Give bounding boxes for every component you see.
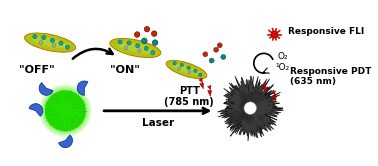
Circle shape <box>251 91 263 103</box>
Circle shape <box>194 69 197 73</box>
Circle shape <box>144 26 150 32</box>
Circle shape <box>180 63 183 67</box>
Circle shape <box>59 41 63 45</box>
Circle shape <box>209 58 214 63</box>
Circle shape <box>39 41 43 44</box>
Ellipse shape <box>110 38 161 58</box>
Circle shape <box>221 54 226 59</box>
Text: Responsive PDT
(635 nm): Responsive PDT (635 nm) <box>290 67 371 86</box>
Circle shape <box>42 36 46 40</box>
Circle shape <box>136 44 140 48</box>
Wedge shape <box>39 83 53 95</box>
Polygon shape <box>218 76 284 141</box>
Text: PTT
(785 nm): PTT (785 nm) <box>164 86 214 107</box>
Circle shape <box>241 111 248 117</box>
Wedge shape <box>29 104 43 116</box>
Circle shape <box>40 86 90 136</box>
Circle shape <box>239 115 245 121</box>
Ellipse shape <box>112 40 158 56</box>
Circle shape <box>241 110 251 120</box>
Circle shape <box>258 115 264 121</box>
Circle shape <box>203 52 208 57</box>
Polygon shape <box>208 85 212 96</box>
Circle shape <box>42 87 89 135</box>
Circle shape <box>42 88 88 134</box>
Circle shape <box>214 47 218 52</box>
Text: Responsive FLI: Responsive FLI <box>288 27 364 36</box>
Circle shape <box>45 90 86 131</box>
Circle shape <box>229 110 243 124</box>
Circle shape <box>240 99 252 110</box>
Circle shape <box>151 31 157 37</box>
Circle shape <box>124 46 128 50</box>
Circle shape <box>217 43 222 48</box>
Wedge shape <box>59 135 73 148</box>
Circle shape <box>247 91 254 98</box>
Circle shape <box>242 95 251 105</box>
Circle shape <box>239 101 250 113</box>
Circle shape <box>127 41 131 45</box>
Text: Laser: Laser <box>142 118 174 128</box>
Circle shape <box>151 50 155 55</box>
Text: ¹O₂: ¹O₂ <box>275 63 290 72</box>
Circle shape <box>198 73 202 77</box>
Polygon shape <box>262 83 268 93</box>
Circle shape <box>65 45 70 49</box>
Circle shape <box>118 40 122 44</box>
Polygon shape <box>272 91 276 102</box>
Text: "ON": "ON" <box>110 65 139 75</box>
Circle shape <box>39 84 92 138</box>
Text: O₂: O₂ <box>277 52 288 61</box>
Ellipse shape <box>172 64 201 75</box>
Circle shape <box>187 66 190 70</box>
Circle shape <box>173 62 176 65</box>
Circle shape <box>188 71 191 74</box>
Circle shape <box>141 38 147 44</box>
Ellipse shape <box>32 37 68 48</box>
Circle shape <box>271 31 278 38</box>
Ellipse shape <box>166 60 207 79</box>
Circle shape <box>45 90 86 132</box>
Ellipse shape <box>118 42 153 53</box>
Circle shape <box>52 43 56 47</box>
Ellipse shape <box>25 33 76 52</box>
Circle shape <box>244 114 254 124</box>
Circle shape <box>134 32 140 37</box>
Circle shape <box>33 35 37 39</box>
Ellipse shape <box>27 35 73 50</box>
Circle shape <box>152 40 158 45</box>
Circle shape <box>178 67 181 70</box>
Circle shape <box>43 89 87 133</box>
Circle shape <box>244 102 257 114</box>
Circle shape <box>39 85 91 137</box>
Wedge shape <box>77 81 88 95</box>
Circle shape <box>138 49 141 52</box>
Circle shape <box>45 91 85 131</box>
Circle shape <box>239 92 246 99</box>
Circle shape <box>50 38 54 42</box>
Polygon shape <box>199 78 203 89</box>
Ellipse shape <box>168 62 205 77</box>
Circle shape <box>144 46 148 50</box>
Text: "OFF": "OFF" <box>19 65 54 75</box>
